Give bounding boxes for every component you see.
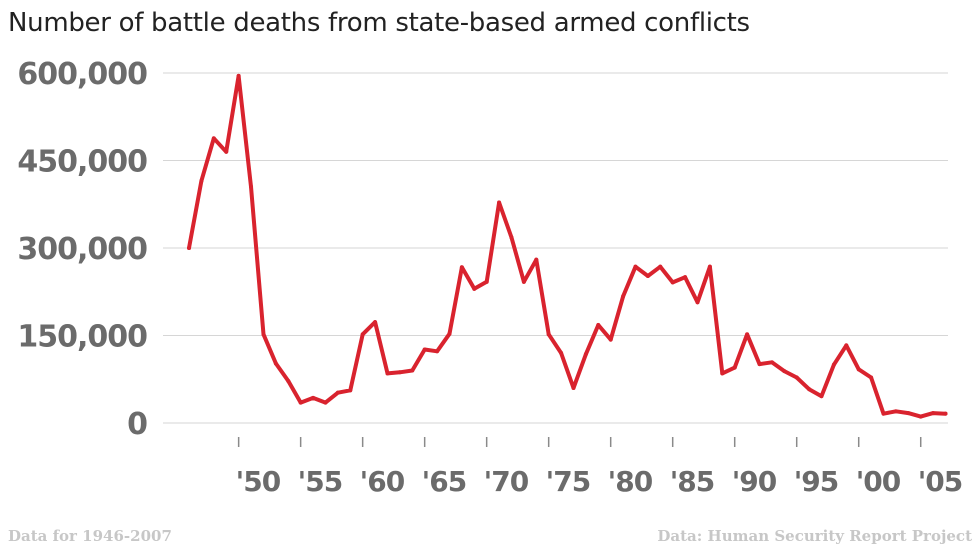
x-tick-label: '55	[298, 465, 343, 498]
data-point	[782, 369, 787, 374]
footnote-source: Data: Human Security Report Project	[657, 527, 972, 545]
data-point	[273, 361, 278, 366]
x-tick-label: '05	[918, 465, 963, 498]
data-point	[286, 379, 291, 383]
x-axis-ticks: '50 '55 '60 '65 '70 '75 '80 '85 '90 '95 '00 '05	[236, 437, 963, 498]
data-point	[534, 257, 539, 262]
data-point	[831, 362, 836, 367]
data-point	[633, 264, 638, 269]
data-point	[497, 200, 502, 205]
data-point	[521, 279, 526, 284]
data-point	[435, 349, 440, 354]
data-point	[621, 294, 626, 299]
chart-title: Number of battle deaths from state-based…	[8, 8, 750, 38]
data-point	[769, 360, 774, 365]
y-tick-label: 450,000	[17, 145, 147, 180]
y-tick-label: 0	[127, 407, 147, 442]
data-point	[695, 300, 700, 305]
x-tick-label: '75	[546, 465, 591, 498]
data-point	[311, 395, 316, 400]
data-point	[583, 352, 588, 357]
data-point	[410, 368, 415, 373]
data-point	[187, 246, 192, 250]
data-point	[931, 411, 936, 416]
data-point	[807, 387, 812, 392]
data-point	[869, 375, 874, 380]
data-point	[757, 362, 762, 367]
data-point	[422, 347, 427, 352]
data-point	[670, 280, 675, 285]
data-point	[559, 351, 564, 355]
x-tick-label: '65	[422, 465, 467, 498]
data-point	[943, 411, 948, 416]
data-point	[645, 274, 650, 278]
data-point	[732, 365, 737, 370]
x-tick-label: '95	[794, 465, 839, 498]
y-tick-label: 300,000	[17, 232, 147, 267]
data-point	[472, 286, 477, 291]
data-point	[397, 370, 402, 375]
data-point	[720, 371, 725, 376]
data-point	[918, 414, 923, 419]
data-point	[236, 73, 241, 78]
data-point	[509, 235, 514, 240]
data-point	[298, 400, 303, 405]
series-line	[187, 73, 948, 419]
data-point	[348, 388, 353, 393]
x-tick-label: '50	[236, 465, 281, 498]
x-tick-label: '60	[360, 465, 405, 498]
x-tick-label: '90	[732, 465, 777, 498]
data-point	[596, 323, 601, 327]
data-point	[224, 149, 229, 154]
data-point	[484, 279, 489, 284]
data-point	[608, 337, 613, 342]
data-point	[261, 332, 266, 337]
data-point	[893, 409, 898, 414]
data-point	[459, 265, 464, 270]
data-point	[745, 332, 750, 337]
x-tick-label: '00	[856, 465, 901, 498]
data-point	[199, 178, 204, 183]
x-tick-label: '80	[608, 465, 653, 498]
y-tick-label: 600,000	[17, 57, 147, 92]
data-point	[819, 394, 824, 399]
data-point	[794, 375, 799, 380]
data-point	[546, 332, 551, 337]
data-point	[658, 264, 663, 269]
gridlines	[163, 72, 948, 424]
x-tick-label: '70	[484, 465, 529, 498]
data-point	[707, 264, 712, 269]
y-tick-label: 150,000	[17, 320, 147, 355]
data-point	[447, 331, 452, 336]
data-point	[844, 343, 849, 348]
data-point	[249, 184, 254, 189]
data-point	[683, 275, 688, 280]
x-tick-label: '85	[670, 465, 715, 498]
data-point	[881, 411, 886, 416]
data-point	[906, 411, 911, 416]
footnote-date-range: Data for 1946-2007	[8, 527, 172, 545]
series-group	[187, 73, 948, 419]
data-point	[360, 332, 365, 337]
data-point	[323, 400, 328, 405]
data-point	[335, 390, 340, 395]
data-point	[571, 386, 576, 390]
data-point	[211, 136, 216, 141]
data-point	[856, 367, 861, 372]
data-point	[373, 320, 378, 325]
data-point	[385, 371, 390, 376]
y-axis-ticks: 0 150,000 300,000 450,000 600,000	[17, 57, 148, 442]
